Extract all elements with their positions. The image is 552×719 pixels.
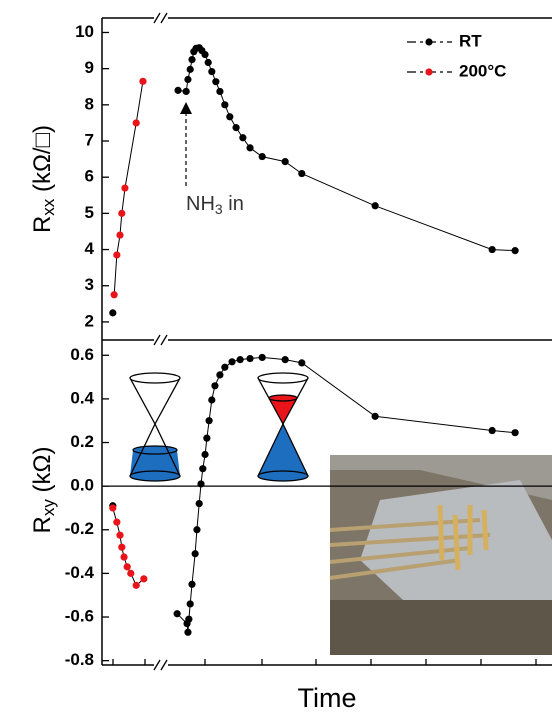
- data-point: [187, 66, 194, 73]
- data-point: [118, 210, 125, 217]
- data-point: [185, 616, 192, 623]
- data-point: [206, 417, 213, 424]
- data-point: [216, 88, 223, 95]
- data-point: [489, 246, 496, 253]
- legend-label: 200°C: [459, 61, 506, 80]
- data-point: [226, 113, 233, 120]
- data-point: [184, 629, 191, 636]
- data-point: [140, 575, 147, 582]
- data-point: [237, 356, 244, 363]
- data-point: [192, 550, 199, 557]
- axis-break: [154, 12, 168, 671]
- data-point: [259, 354, 266, 361]
- data-point: [188, 56, 195, 63]
- annotation-arrow: [180, 102, 192, 186]
- data-point: [246, 144, 253, 151]
- data-point: [489, 427, 496, 434]
- y-tick-label: 10: [75, 22, 94, 41]
- data-point: [116, 532, 123, 539]
- data-point: [133, 119, 140, 126]
- data-point: [196, 500, 203, 507]
- data-point: [282, 158, 289, 165]
- data-point: [184, 76, 191, 83]
- data-point: [116, 231, 123, 238]
- data-point: [188, 581, 195, 588]
- data-point: [174, 610, 181, 617]
- chart: NH3 in Rxx (kΩ/□) Rxy (kΩ) Time 2 3 4 5 6 7 8 9…: [0, 0, 552, 719]
- data-point: [109, 309, 116, 316]
- data-point: [282, 356, 289, 363]
- data-point: [212, 78, 219, 85]
- data-point: [221, 101, 228, 108]
- y-axis-label: Rxx (kΩ/□): [29, 125, 58, 233]
- data-point: [221, 364, 228, 371]
- y-tick-label: 3: [85, 275, 94, 294]
- data-point: [511, 429, 518, 436]
- photo-inset: [330, 455, 552, 655]
- y-tick-label: 5: [85, 203, 94, 222]
- data-point: [259, 153, 266, 160]
- y-tick-label: 2: [85, 311, 94, 330]
- data-point: [228, 358, 235, 365]
- y-tick-label: 4: [85, 239, 95, 258]
- dirac-cone-left: [130, 373, 180, 481]
- data-point: [211, 382, 218, 389]
- y-axis-label: Rxy (kΩ): [29, 447, 58, 534]
- data-point: [233, 124, 240, 131]
- data-point: [113, 519, 120, 526]
- dirac-cone-right: [258, 373, 308, 481]
- y-tick-label: 0.0: [70, 476, 94, 495]
- data-point: [199, 465, 206, 472]
- y-tick-label: 7: [85, 130, 94, 149]
- data-point: [127, 570, 134, 577]
- data-point: [118, 544, 125, 551]
- legend-marker: [425, 68, 432, 75]
- data-point: [208, 396, 215, 403]
- data-point: [203, 435, 210, 442]
- data-point: [205, 59, 212, 66]
- y-tick-label: -0.4: [65, 563, 95, 582]
- data-point: [298, 359, 305, 366]
- data-point: [201, 51, 208, 58]
- data-point: [174, 87, 181, 94]
- data-point: [111, 291, 118, 298]
- data-point: [183, 88, 190, 95]
- data-point: [124, 563, 131, 570]
- data-point: [216, 371, 223, 378]
- legend-label: RT: [459, 31, 482, 50]
- data-point: [113, 251, 120, 258]
- data-point: [109, 504, 116, 511]
- y-tick-label: 6: [85, 167, 94, 186]
- annotation: NH3 in: [186, 193, 244, 216]
- data-point: [298, 170, 305, 177]
- data-point: [239, 134, 246, 141]
- x-tick-marks: [113, 659, 536, 665]
- x-axis-label: Time: [298, 683, 357, 713]
- legend-marker: [425, 38, 432, 45]
- data-point: [208, 68, 215, 75]
- data-point: [187, 600, 194, 607]
- data-point: [372, 413, 379, 420]
- y-tick-label: 0.2: [70, 432, 94, 451]
- y-tick-label: 9: [85, 58, 94, 77]
- data-point: [246, 355, 253, 362]
- data-point: [139, 78, 146, 85]
- data-point: [372, 202, 379, 209]
- y-tick-label: 0.4: [70, 388, 94, 407]
- y-tick-label: -0.2: [65, 519, 94, 538]
- data-point: [511, 247, 518, 254]
- data-point: [197, 480, 204, 487]
- data-point: [133, 582, 140, 589]
- y-tick-label: -0.6: [65, 606, 94, 625]
- y-tick-label: 8: [85, 94, 94, 113]
- data-point: [193, 526, 200, 533]
- data-point: [120, 553, 127, 560]
- y-tick-label: 0.6: [70, 345, 94, 364]
- data-point: [201, 451, 208, 458]
- data-point: [121, 184, 128, 191]
- y-tick-label: -0.8: [65, 650, 94, 669]
